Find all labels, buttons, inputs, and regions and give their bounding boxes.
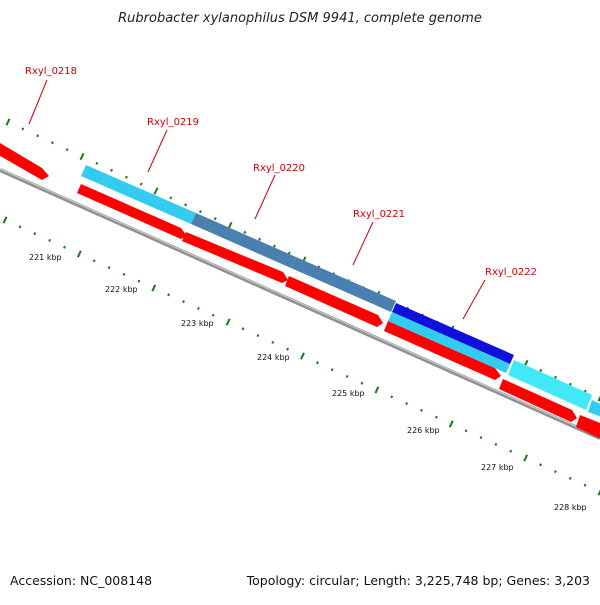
minor-tick <box>138 280 139 282</box>
minor-tick <box>49 239 50 241</box>
tick-label: 227 kbp <box>481 463 514 472</box>
minor-tick <box>198 307 199 309</box>
minor-tick <box>200 211 201 213</box>
major-tick <box>155 188 158 194</box>
minor-tick <box>391 396 392 398</box>
major-tick <box>7 119 10 125</box>
major-tick <box>78 251 81 257</box>
minor-tick <box>215 218 216 220</box>
major-tick <box>375 387 378 393</box>
minor-tick <box>466 430 467 432</box>
minor-tick <box>109 267 110 269</box>
gene-band-rxyl-0222-lower[interactable] <box>388 312 510 373</box>
major-tick <box>152 285 155 291</box>
minor-tick <box>185 204 186 206</box>
minor-tick <box>94 260 95 262</box>
major-tick <box>4 217 7 223</box>
minor-tick <box>570 477 571 479</box>
minor-tick <box>436 416 437 418</box>
minor-tick <box>37 135 38 137</box>
callout-line-rxyl-0219 <box>148 130 167 172</box>
minor-tick <box>362 382 363 384</box>
tick-label: 225 kbp <box>332 389 365 398</box>
gene-label-rxyl-0220[interactable]: Rxyl_0220 <box>253 163 305 174</box>
minor-tick <box>64 246 65 248</box>
genome-summary-text: Topology: circular; Length: 3,225,748 bp… <box>246 573 590 588</box>
minor-tick <box>259 238 260 240</box>
accession-text: Accession: NC_008148 <box>10 573 152 588</box>
minor-tick <box>243 328 244 330</box>
minor-tick <box>555 471 556 473</box>
minor-tick <box>34 233 35 235</box>
tick-label: 222 kbp <box>105 285 138 294</box>
minor-tick <box>510 450 511 452</box>
minor-tick <box>347 375 348 377</box>
callout-line-rxyl-0218 <box>29 80 47 124</box>
minor-tick <box>257 335 258 337</box>
minor-tick <box>421 409 422 411</box>
minor-tick <box>124 273 125 275</box>
tick-label: 221 kbp <box>29 253 62 262</box>
gene-label-rxyl-0221[interactable]: Rxyl_0221 <box>353 209 405 220</box>
minor-tick <box>317 362 318 364</box>
minor-tick <box>244 231 245 233</box>
callout-line-rxyl-0221 <box>353 222 373 265</box>
callout-line-rxyl-0220 <box>255 175 275 219</box>
minor-tick <box>19 226 20 228</box>
minor-tick <box>22 128 23 130</box>
gene-label-rxyl-0219[interactable]: Rxyl_0219 <box>147 117 199 128</box>
minor-tick <box>555 376 556 378</box>
minor-tick <box>274 245 275 247</box>
minor-tick <box>111 169 112 171</box>
callout-line-rxyl-0222 <box>463 280 485 319</box>
gene-label-rxyl-0222[interactable]: Rxyl_0222 <box>485 267 537 278</box>
minor-tick <box>183 301 184 303</box>
minor-tick <box>126 176 127 178</box>
major-tick <box>301 353 304 359</box>
minor-tick <box>96 162 97 164</box>
tick-label: 224 kbp <box>257 353 290 362</box>
major-tick <box>81 153 84 159</box>
minor-tick <box>495 443 496 445</box>
major-tick <box>450 421 453 427</box>
minor-tick <box>168 294 169 296</box>
minor-tick <box>272 341 273 343</box>
minor-tick <box>540 369 541 371</box>
gene-label-rxyl-0218[interactable]: Rxyl_0218 <box>25 66 77 77</box>
tick-label: 226 kbp <box>407 426 440 435</box>
minor-tick <box>52 142 53 144</box>
minor-tick <box>406 403 407 405</box>
tick-label: 223 kbp <box>181 319 214 328</box>
minor-tick <box>570 383 571 385</box>
minor-tick <box>585 484 586 486</box>
minor-tick <box>141 183 142 185</box>
tick-label: 228 kbp <box>554 503 587 512</box>
minor-tick <box>332 369 333 371</box>
map-title: Rubrobacter xylanophilus DSM 9941, compl… <box>118 11 482 26</box>
minor-tick <box>67 149 68 151</box>
minor-tick <box>170 197 171 199</box>
minor-tick <box>287 348 288 350</box>
minor-tick <box>213 314 214 316</box>
minor-tick <box>481 437 482 439</box>
genome-backbone <box>0 169 600 438</box>
major-tick <box>227 319 230 325</box>
major-tick <box>524 455 527 461</box>
gene-band-track <box>81 165 600 418</box>
minor-tick <box>540 464 541 466</box>
gene-band-edge[interactable] <box>588 400 600 418</box>
